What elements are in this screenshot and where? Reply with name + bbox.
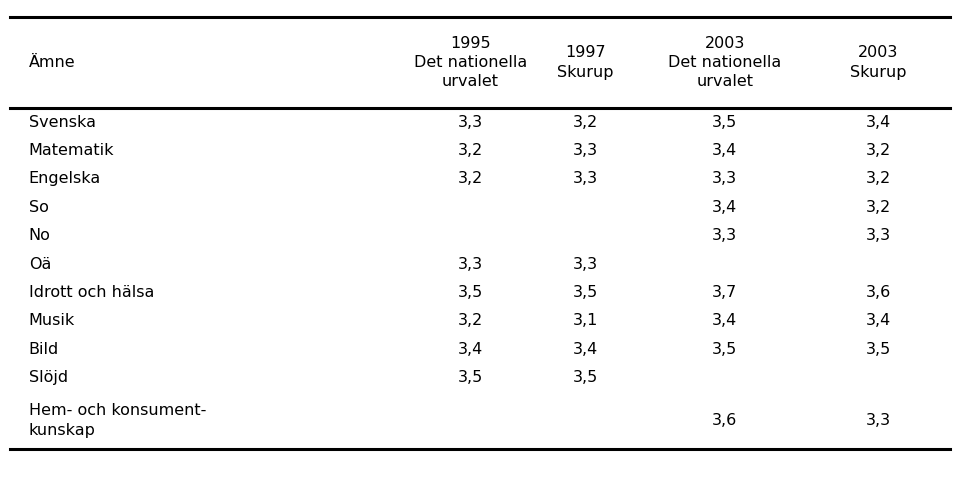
Text: 3,2: 3,2 [866,200,891,215]
Text: So: So [29,200,49,215]
Text: 3,3: 3,3 [866,228,891,243]
Text: Bild: Bild [29,342,60,357]
Text: 3,5: 3,5 [712,115,737,129]
Text: 3,6: 3,6 [866,285,891,300]
Text: 3,2: 3,2 [458,143,483,158]
Text: 3,4: 3,4 [866,115,891,129]
Text: No: No [29,228,51,243]
Text: Slöjd: Slöjd [29,370,68,385]
Text: 3,5: 3,5 [866,342,891,357]
Text: Hem- och konsument-
kunskap: Hem- och konsument- kunskap [29,403,206,438]
Text: 3,5: 3,5 [458,285,483,300]
Text: Svenska: Svenska [29,115,96,129]
Text: 3,4: 3,4 [712,314,737,328]
Text: 3,2: 3,2 [458,314,483,328]
Text: 3,3: 3,3 [712,228,737,243]
Text: Musik: Musik [29,314,75,328]
Text: 3,6: 3,6 [712,413,737,428]
Text: 2003
Skurup: 2003 Skurup [851,46,906,79]
Text: 3,3: 3,3 [712,172,737,186]
Text: 1995
Det nationella
urvalet: 1995 Det nationella urvalet [414,36,527,89]
Text: 3,5: 3,5 [573,370,598,385]
Text: Engelska: Engelska [29,172,101,186]
Text: 3,4: 3,4 [866,314,891,328]
Text: 3,2: 3,2 [573,115,598,129]
Text: 3,5: 3,5 [712,342,737,357]
Text: 3,4: 3,4 [458,342,483,357]
Text: 3,4: 3,4 [712,143,737,158]
Text: 3,5: 3,5 [458,370,483,385]
Text: 3,3: 3,3 [573,172,598,186]
Text: Oä: Oä [29,257,51,271]
Text: 3,1: 3,1 [573,314,598,328]
Text: 3,3: 3,3 [458,115,483,129]
Text: 3,7: 3,7 [712,285,737,300]
Text: 3,2: 3,2 [866,172,891,186]
Text: Idrott och hälsa: Idrott och hälsa [29,285,155,300]
Text: 3,3: 3,3 [573,143,598,158]
Text: 3,5: 3,5 [573,285,598,300]
Text: 3,4: 3,4 [573,342,598,357]
Text: 2003
Det nationella
urvalet: 2003 Det nationella urvalet [668,36,781,89]
Text: 3,3: 3,3 [458,257,483,271]
Text: Ämne: Ämne [29,55,76,70]
Text: 3,3: 3,3 [866,413,891,428]
Text: 3,2: 3,2 [458,172,483,186]
Text: 1997
Skurup: 1997 Skurup [558,46,613,79]
Text: 3,3: 3,3 [573,257,598,271]
Text: Matematik: Matematik [29,143,114,158]
Text: 3,2: 3,2 [866,143,891,158]
Text: 3,4: 3,4 [712,200,737,215]
